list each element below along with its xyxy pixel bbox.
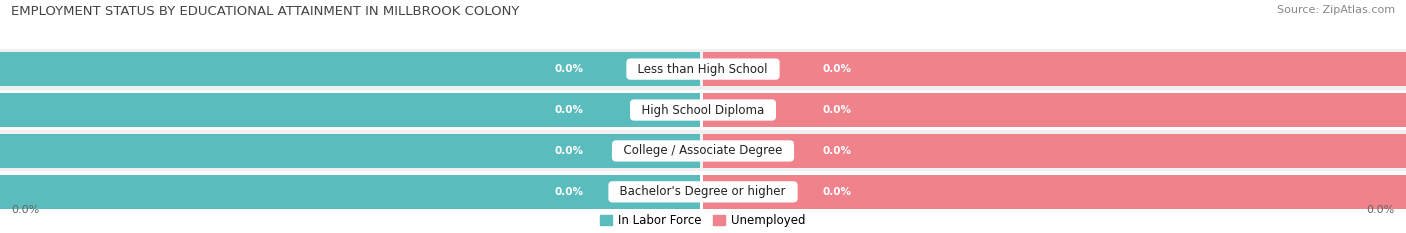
Text: 0.0%: 0.0% <box>555 146 583 156</box>
Text: 0.0%: 0.0% <box>1367 205 1395 215</box>
Text: 0.0%: 0.0% <box>555 64 583 74</box>
Text: 0.0%: 0.0% <box>11 205 39 215</box>
Text: High School Diploma: High School Diploma <box>634 103 772 116</box>
Text: Less than High School: Less than High School <box>630 63 776 75</box>
Text: 0.0%: 0.0% <box>555 187 583 197</box>
Text: EMPLOYMENT STATUS BY EDUCATIONAL ATTAINMENT IN MILLBROOK COLONY: EMPLOYMENT STATUS BY EDUCATIONAL ATTAINM… <box>11 5 520 18</box>
Bar <box>0 130 1406 171</box>
Text: Bachelor's Degree or higher: Bachelor's Degree or higher <box>613 185 793 198</box>
Text: 0.0%: 0.0% <box>823 146 851 156</box>
Bar <box>703 93 1406 127</box>
Bar <box>0 93 700 127</box>
Text: 0.0%: 0.0% <box>823 105 851 115</box>
Text: Source: ZipAtlas.com: Source: ZipAtlas.com <box>1277 5 1395 15</box>
Text: 0.0%: 0.0% <box>823 64 851 74</box>
Bar <box>703 52 1406 86</box>
Legend: In Labor Force, Unemployed: In Labor Force, Unemployed <box>600 214 806 227</box>
Bar <box>0 134 700 168</box>
Text: 0.0%: 0.0% <box>555 105 583 115</box>
Bar <box>0 89 1406 130</box>
Text: College / Associate Degree: College / Associate Degree <box>616 144 790 158</box>
Bar <box>0 175 700 209</box>
Bar <box>0 49 1406 89</box>
Bar <box>703 175 1406 209</box>
Bar <box>0 171 1406 212</box>
Text: 0.0%: 0.0% <box>823 187 851 197</box>
Bar <box>703 134 1406 168</box>
Bar <box>0 52 700 86</box>
